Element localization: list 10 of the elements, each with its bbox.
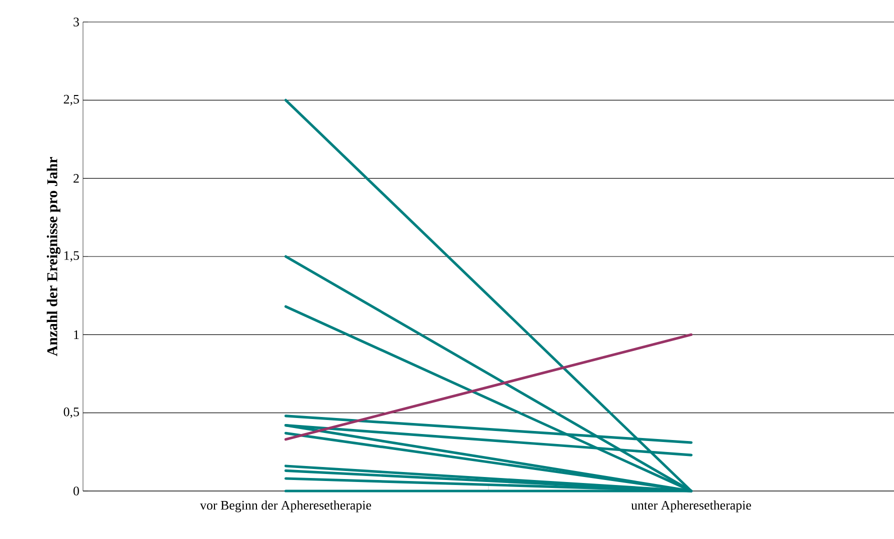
y-tick-label: 1,5 bbox=[64, 251, 79, 262]
y-tick-label: 1 bbox=[74, 330, 79, 339]
y-tick-label: 2,5 bbox=[64, 94, 79, 106]
x-tick-label: unter Apheresetherapie bbox=[631, 500, 752, 512]
y-tick-label: 3 bbox=[74, 18, 79, 26]
y-tick-label: 2 bbox=[74, 174, 79, 183]
y-tick-label: 0 bbox=[74, 486, 79, 496]
x-tick-label: vor Beginn der Apheresetherapie bbox=[200, 500, 372, 512]
y-tick-label: 0,5 bbox=[64, 408, 79, 418]
y-axis-title: Anzahl der Ereignisse pro Jahr bbox=[46, 157, 60, 356]
